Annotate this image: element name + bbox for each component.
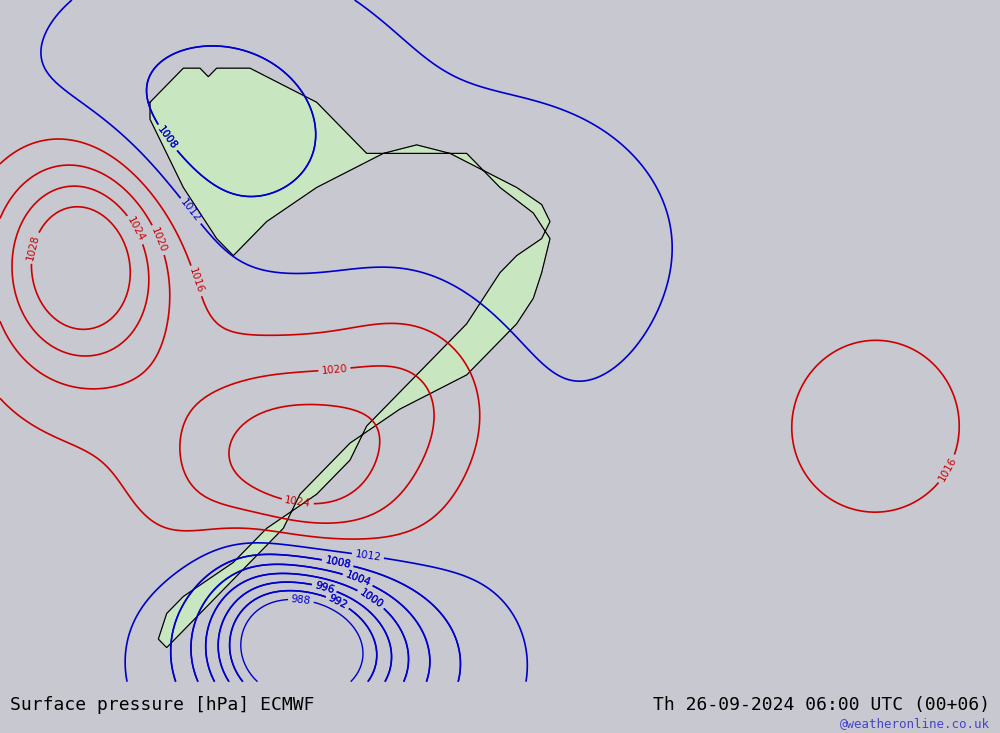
Text: 1020: 1020 (321, 364, 348, 375)
Text: 1008: 1008 (324, 555, 352, 570)
Text: 1020: 1020 (149, 226, 168, 254)
Text: 1012: 1012 (354, 549, 382, 563)
Polygon shape (150, 68, 550, 648)
Text: 992: 992 (327, 593, 349, 611)
Text: 1004: 1004 (344, 570, 372, 589)
Text: 996: 996 (313, 580, 335, 595)
Text: 1028: 1028 (25, 234, 41, 262)
Text: 1000: 1000 (358, 587, 385, 610)
Text: Surface pressure [hPa] ECMWF: Surface pressure [hPa] ECMWF (10, 696, 314, 714)
Text: 1008: 1008 (155, 125, 179, 152)
Text: 1012: 1012 (179, 197, 203, 224)
Text: @weatheronline.co.uk: @weatheronline.co.uk (840, 718, 990, 730)
Text: 1024: 1024 (125, 216, 147, 243)
Text: Th 26-09-2024 06:00 UTC (00+06): Th 26-09-2024 06:00 UTC (00+06) (653, 696, 990, 714)
Text: 1016: 1016 (187, 267, 205, 295)
Text: 1000: 1000 (358, 587, 385, 610)
Text: 988: 988 (291, 594, 311, 606)
Text: 1004: 1004 (344, 570, 372, 589)
Text: 1008: 1008 (324, 555, 352, 570)
Text: 992: 992 (327, 593, 349, 611)
Text: 1008: 1008 (155, 125, 179, 152)
Text: 996: 996 (313, 580, 335, 595)
Text: 1024: 1024 (284, 496, 311, 509)
Text: 1016: 1016 (937, 455, 959, 483)
